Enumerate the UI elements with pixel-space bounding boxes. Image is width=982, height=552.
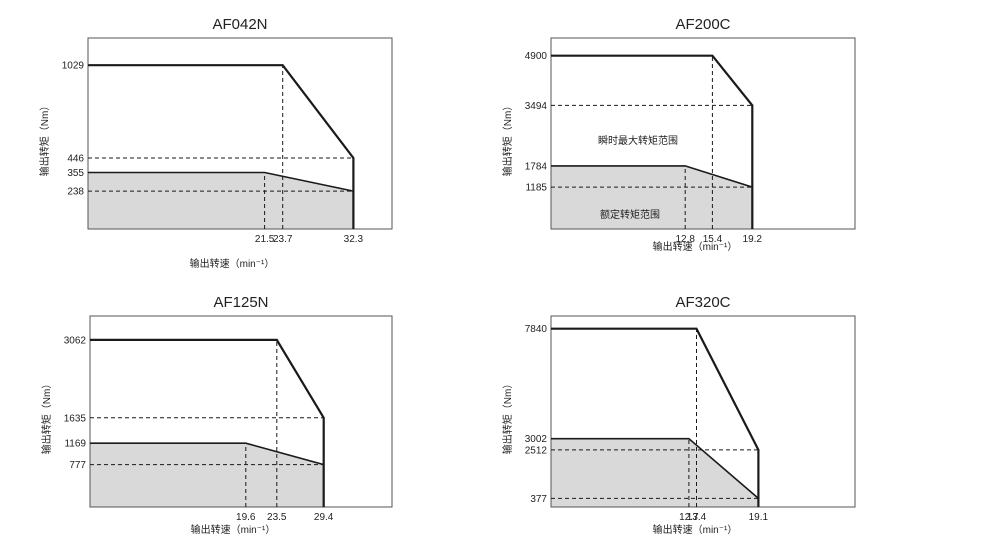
x-tick-label: 12.7 [679,512,699,523]
y-axis-label: 输出转矩（Nm） [40,379,53,455]
chart-title: AF125N [213,294,268,311]
x-tick-label: 29.4 [314,512,334,523]
y-tick-label: 1029 [62,61,85,72]
y-tick-label: 446 [67,154,84,165]
x-axis-label: 输出转速（min⁻¹） [190,257,275,270]
rated-torque-region [88,172,354,229]
y-tick-label: 7840 [525,324,548,335]
chart-title: AF320C [675,294,730,311]
x-tick-label: 21.5 [255,234,275,245]
rated-torque-range-label: 额定转矩范围 [600,208,660,221]
x-axis-label: 输出转速（min⁻¹） [191,523,276,536]
x-axis-label: 输出转速（min⁻¹） [653,523,738,536]
y-tick-label: 238 [67,187,84,198]
rated-torque-curve [90,442,325,507]
y-axis-label: 输出转矩（Nm） [501,379,514,455]
rated-torque-region [90,443,324,507]
y-tick-label: 2512 [525,445,548,456]
y-tick-label: 1784 [525,161,548,172]
y-tick-label: 3062 [64,335,87,346]
chart-title: AF200C [675,16,730,33]
y-tick-label: 1635 [64,413,87,424]
y-tick-label: 3494 [525,101,548,112]
rated-torque-region [551,438,759,507]
rated-torque-region [551,165,753,229]
y-tick-label: 3002 [525,434,548,445]
chart-panel-af125n: 3062 1635 1169 777 19.6 23.5 29.4 AF125N 输出转速（mi… [40,294,393,536]
x-axis-label: 输出转速（min⁻¹） [653,240,738,253]
plot-frame [550,37,856,230]
peak-torque-curve [551,327,760,507]
x-tick-label: 23.7 [273,234,293,245]
x-tick-label: 12.8 [675,234,695,245]
x-tick-label: 13.4 [687,512,707,523]
peak-torque-range-label: 瞬时最大转矩范围 [598,134,678,147]
x-tick-label: 23.5 [267,512,287,523]
chart-panel-af042n: 1029 446 355 238 21.523.7 32.3 AF042N 输出转速（min⁻… [38,16,393,270]
rated-torque-curve [88,171,355,229]
y-axis-label: 输出转矩（Nm） [501,101,514,177]
x-tick-label: 19.6 [236,512,256,523]
y-tick-label: 1185 [525,183,547,194]
x-tick-label: 19.2 [743,234,763,245]
rated-torque-curve [551,165,754,229]
x-tick-label: 15.4 [703,234,723,245]
rated-torque-curve [551,437,760,507]
peak-torque-curve [90,338,325,507]
x-tick-label: 32.3 [344,234,364,245]
y-axis-label: 输出转矩（Nm） [38,101,51,177]
chart-title: AF042N [212,16,267,33]
chart-panel-af200c: 4900 3494 1784 1185 12.8 15.4 19.2 AF200C 输出转速（m… [501,16,856,253]
y-tick-label: 4900 [525,51,548,62]
y-tick-label: 377 [530,494,547,505]
y-tick-label: 777 [69,460,86,471]
plot-frame [550,315,856,508]
plot-frame [87,37,393,230]
y-tick-label: 1169 [64,439,86,450]
plot-frame [89,315,393,508]
y-tick-label: 355 [67,168,84,179]
x-tick-label: 19.1 [749,512,769,523]
peak-torque-curve [551,54,754,229]
